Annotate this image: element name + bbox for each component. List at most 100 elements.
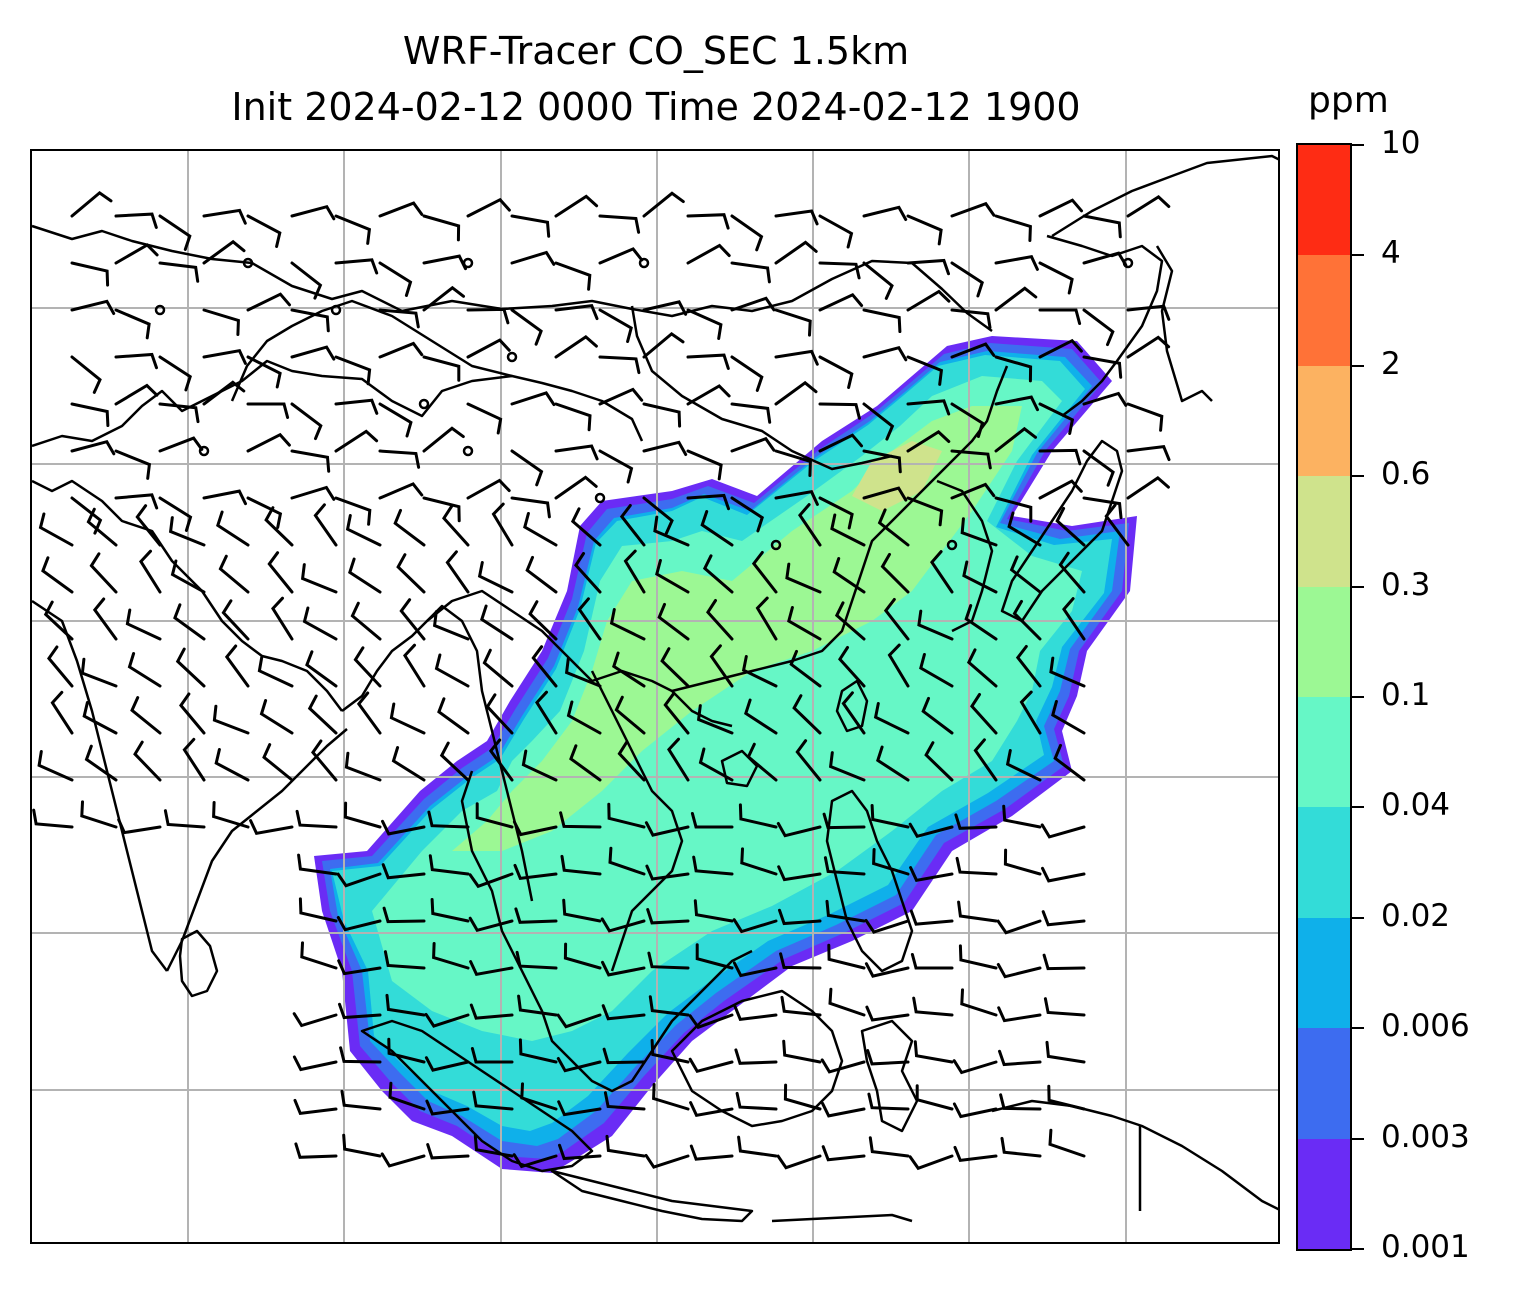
wind-barb bbox=[1002, 804, 1042, 829]
wind-barb bbox=[690, 812, 734, 829]
wind-barb bbox=[246, 355, 282, 389]
wind-barb bbox=[605, 1134, 646, 1158]
wind-barb bbox=[602, 1047, 646, 1065]
colorbar-segment bbox=[1298, 585, 1350, 697]
wind-barb bbox=[313, 503, 338, 547]
wind-barb bbox=[950, 261, 984, 298]
wind-barb bbox=[338, 1002, 382, 1020]
wind-barb bbox=[344, 751, 382, 782]
wind-barb bbox=[422, 214, 461, 242]
wind-barb bbox=[422, 496, 461, 523]
coastlines-and-borders bbox=[32, 154, 1278, 1223]
wind-barb bbox=[342, 1133, 382, 1158]
wind-barb bbox=[841, 691, 866, 735]
wind-barb bbox=[422, 426, 465, 453]
wind-barb bbox=[510, 214, 551, 238]
wind-barb bbox=[381, 819, 426, 836]
wind-barb bbox=[950, 201, 996, 218]
coastline-new-guinea bbox=[991, 1099, 1278, 1211]
wind-barb bbox=[998, 1049, 1042, 1067]
wind-barb bbox=[655, 559, 690, 594]
wind-barb bbox=[1082, 355, 1123, 379]
wind-barb bbox=[623, 549, 646, 594]
wind-barb bbox=[822, 812, 866, 830]
wind-barb bbox=[686, 213, 730, 230]
wind-barb bbox=[994, 286, 1038, 312]
wind-barb bbox=[445, 550, 470, 594]
wind-barb bbox=[554, 303, 599, 321]
wind-barb bbox=[730, 214, 764, 252]
wind-barb bbox=[1058, 551, 1086, 594]
wind-barb bbox=[334, 398, 379, 415]
wind-barb bbox=[466, 197, 511, 218]
wind-barb bbox=[297, 853, 338, 876]
wind-barb bbox=[290, 449, 331, 473]
wind-barb bbox=[950, 402, 985, 438]
wind-barb bbox=[960, 988, 998, 1017]
wind-barb bbox=[862, 486, 908, 502]
wind-barb bbox=[32, 808, 74, 829]
wind-barb bbox=[787, 606, 822, 641]
wind-barb bbox=[997, 1006, 1042, 1023]
wind-barb bbox=[569, 744, 602, 782]
wind-barb bbox=[163, 809, 206, 829]
wind-barb bbox=[818, 433, 863, 453]
wind-barb bbox=[1051, 700, 1086, 735]
wind-barb bbox=[560, 854, 602, 876]
wind-barb bbox=[563, 942, 602, 970]
wind-barb bbox=[818, 214, 854, 249]
wind-barb bbox=[89, 552, 118, 594]
wind-barb bbox=[872, 848, 910, 876]
wind-barb bbox=[774, 349, 819, 366]
calm-wind-circle bbox=[242, 257, 254, 269]
wind-barb bbox=[158, 214, 192, 251]
wind-barb bbox=[334, 496, 372, 526]
wind-barb bbox=[730, 436, 776, 453]
wind-barb bbox=[692, 855, 734, 876]
coastline-borneo bbox=[670, 989, 844, 1128]
wind-barb bbox=[510, 391, 556, 407]
wind-barb bbox=[1007, 511, 1042, 547]
colorbar-unit-label: ppm bbox=[1308, 80, 1389, 121]
wind-barb bbox=[645, 864, 690, 881]
wind-barb bbox=[566, 700, 602, 735]
colorbar-tick bbox=[1352, 585, 1364, 588]
wind-barb bbox=[825, 899, 866, 923]
wind-barb bbox=[41, 556, 74, 594]
wind-barb bbox=[422, 254, 467, 271]
calm-wind-circle bbox=[198, 445, 210, 457]
wind-barb bbox=[246, 292, 291, 312]
wind-barb bbox=[554, 261, 592, 291]
tracer-concentration-field bbox=[314, 336, 1137, 1173]
wind-barb bbox=[1126, 402, 1164, 432]
wind-barbs bbox=[32, 191, 1171, 1171]
wind-barb bbox=[424, 1056, 470, 1072]
wind-barb bbox=[469, 960, 514, 976]
wind-barb bbox=[862, 261, 894, 300]
wind-barb bbox=[1082, 214, 1122, 239]
wind-barb bbox=[510, 449, 544, 487]
wind-barb bbox=[823, 856, 866, 876]
wind-barb bbox=[378, 402, 413, 438]
wind-barb bbox=[114, 243, 159, 265]
coastline-indochina bbox=[460, 770, 753, 1093]
wind-barb bbox=[562, 898, 602, 923]
wind-barb bbox=[740, 847, 778, 876]
wind-barb bbox=[295, 809, 338, 829]
wind-barb bbox=[738, 803, 778, 829]
wind-barb bbox=[776, 822, 822, 838]
wind-barb bbox=[686, 243, 731, 265]
wind-barb bbox=[653, 515, 690, 547]
wind-barb bbox=[554, 194, 599, 218]
wind-barb bbox=[818, 355, 854, 389]
coastline-sulawesi bbox=[860, 1019, 919, 1133]
colorbar-segment bbox=[1298, 364, 1350, 477]
wind-barb bbox=[913, 1040, 954, 1064]
wind-barb bbox=[1062, 597, 1086, 641]
wind-barb bbox=[117, 818, 162, 835]
calm-wind-circle bbox=[506, 351, 518, 363]
wind-barb bbox=[133, 740, 162, 782]
wind-barb bbox=[378, 449, 421, 469]
colorbar-segment bbox=[1298, 145, 1350, 256]
wind-barb bbox=[391, 746, 426, 782]
